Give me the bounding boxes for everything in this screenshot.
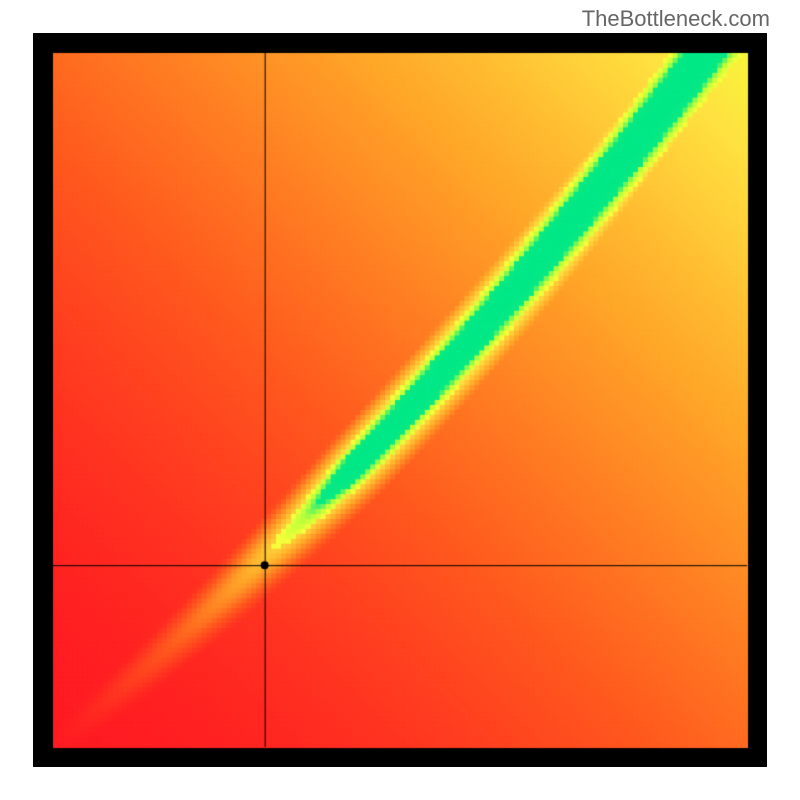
heatmap-canvas xyxy=(33,33,767,767)
chart-frame xyxy=(33,33,767,767)
root: TheBottleneck.com xyxy=(0,0,800,800)
watermark-text: TheBottleneck.com xyxy=(582,6,770,32)
